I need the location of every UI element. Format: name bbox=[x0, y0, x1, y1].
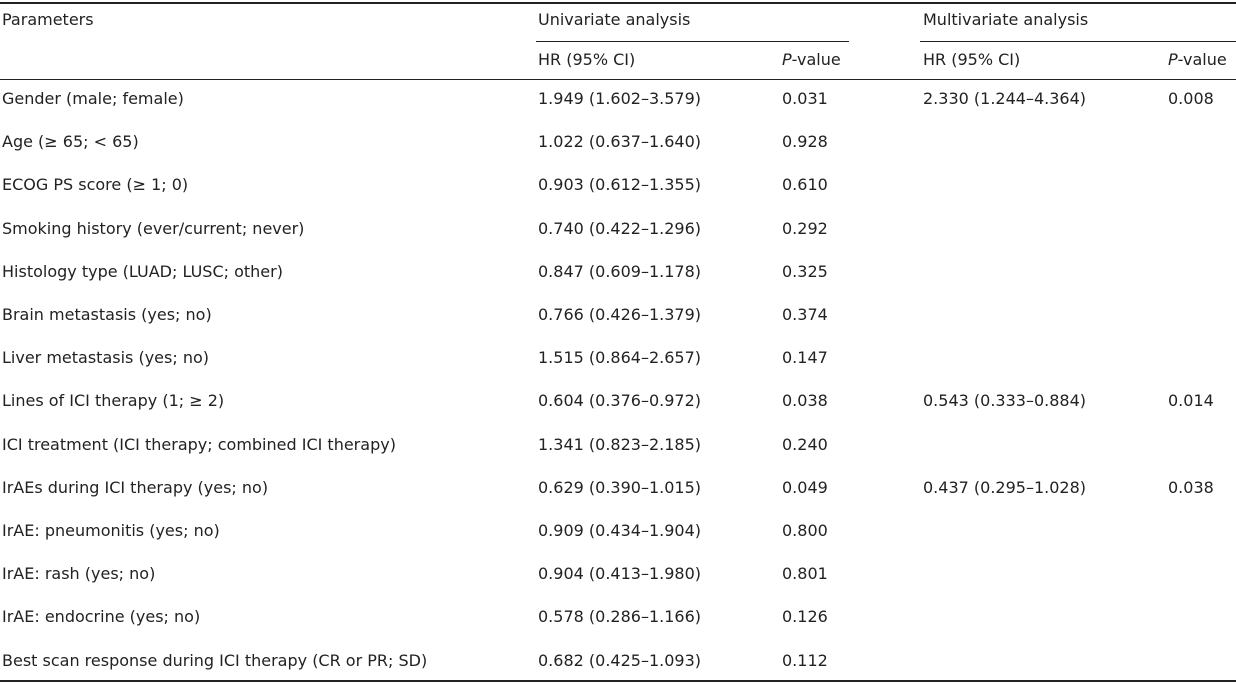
header-uni-hr: HR (95% CI) bbox=[538, 50, 636, 69]
cell-uni-hr: 1.341 (0.823–2.185) bbox=[538, 435, 701, 454]
table-bottom-rule bbox=[0, 680, 1236, 682]
cell-uni-p: 0.325 bbox=[782, 262, 828, 281]
cell-multi-p: 0.038 bbox=[1168, 478, 1214, 497]
cell-parameter: Smoking history (ever/current; never) bbox=[2, 219, 305, 238]
header-multi-p-rest: -value bbox=[1177, 50, 1227, 69]
cell-uni-hr: 0.578 (0.286–1.166) bbox=[538, 607, 701, 626]
cell-multi-hr: 0.437 (0.295–1.028) bbox=[923, 478, 1086, 497]
cell-uni-hr: 1.515 (0.864–2.657) bbox=[538, 348, 701, 367]
cell-parameter: IrAE: pneumonitis (yes; no) bbox=[2, 521, 220, 540]
cell-uni-hr: 1.949 (1.602–3.579) bbox=[538, 89, 701, 108]
header-univariate: Univariate analysis bbox=[538, 10, 691, 29]
cell-multi-hr: 2.330 (1.244–4.364) bbox=[923, 89, 1086, 108]
cell-multi-hr: 0.543 (0.333–0.884) bbox=[923, 391, 1086, 410]
header-multi-hr: HR (95% CI) bbox=[923, 50, 1021, 69]
cell-uni-hr: 0.604 (0.376–0.972) bbox=[538, 391, 701, 410]
cell-parameter: ICI treatment (ICI therapy; combined ICI… bbox=[2, 435, 396, 454]
table-header-rule bbox=[0, 79, 1236, 80]
cell-uni-hr: 0.682 (0.425–1.093) bbox=[538, 651, 701, 670]
cell-uni-hr: 1.022 (0.637–1.640) bbox=[538, 132, 701, 151]
header-uni-p: P-value bbox=[782, 50, 841, 70]
header-parameters: Parameters bbox=[2, 10, 94, 29]
cell-parameter: IrAEs during ICI therapy (yes; no) bbox=[2, 478, 269, 497]
cell-multi-p: 0.014 bbox=[1168, 391, 1214, 410]
cell-uni-hr: 0.903 (0.612–1.355) bbox=[538, 175, 701, 194]
cell-parameter: Best scan response during ICI therapy (C… bbox=[2, 651, 428, 670]
cell-uni-p: 0.801 bbox=[782, 564, 828, 583]
cell-parameter: Gender (male; female) bbox=[2, 89, 184, 108]
header-multi-p-italic: P bbox=[1168, 50, 1178, 69]
cell-uni-hr: 0.766 (0.426–1.379) bbox=[538, 305, 701, 324]
header-uni-p-italic: P bbox=[782, 50, 792, 69]
cell-uni-hr: 0.629 (0.390–1.015) bbox=[538, 478, 701, 497]
cell-uni-p: 0.049 bbox=[782, 478, 828, 497]
cell-uni-p: 0.800 bbox=[782, 521, 828, 540]
cell-uni-hr: 0.909 (0.434–1.904) bbox=[538, 521, 701, 540]
table-top-rule bbox=[0, 2, 1236, 4]
cell-parameter: Lines of ICI therapy (1; ≥ 2) bbox=[2, 391, 225, 410]
cell-multi-p: 0.008 bbox=[1168, 89, 1214, 108]
cell-parameter: Age (≥ 65; < 65) bbox=[2, 132, 139, 151]
header-multi-p: P-value bbox=[1168, 50, 1227, 70]
cell-uni-p: 0.928 bbox=[782, 132, 828, 151]
cell-parameter: ECOG PS score (≥ 1; 0) bbox=[2, 175, 189, 194]
cell-uni-hr: 0.904 (0.413–1.980) bbox=[538, 564, 701, 583]
cell-parameter: Brain metastasis (yes; no) bbox=[2, 305, 212, 324]
cell-uni-p: 0.292 bbox=[782, 219, 828, 238]
cell-uni-p: 0.112 bbox=[782, 651, 828, 670]
multivariate-group-rule bbox=[920, 41, 1236, 42]
cell-parameter: Liver metastasis (yes; no) bbox=[2, 348, 209, 367]
cell-parameter: IrAE: rash (yes; no) bbox=[2, 564, 156, 583]
cell-uni-p: 0.126 bbox=[782, 607, 828, 626]
cell-uni-p: 0.147 bbox=[782, 348, 828, 367]
cell-uni-p: 0.374 bbox=[782, 305, 828, 324]
cell-uni-hr: 0.740 (0.422–1.296) bbox=[538, 219, 701, 238]
univariate-group-rule bbox=[536, 41, 849, 42]
cell-uni-hr: 0.847 (0.609–1.178) bbox=[538, 262, 701, 281]
header-multivariate: Multivariate analysis bbox=[923, 10, 1089, 29]
header-uni-p-rest: -value bbox=[791, 50, 841, 69]
cell-uni-p: 0.610 bbox=[782, 175, 828, 194]
cell-parameter: IrAE: endocrine (yes; no) bbox=[2, 607, 201, 626]
cell-parameter: Histology type (LUAD; LUSC; other) bbox=[2, 262, 283, 281]
cell-uni-p: 0.031 bbox=[782, 89, 828, 108]
cell-uni-p: 0.240 bbox=[782, 435, 828, 454]
cell-uni-p: 0.038 bbox=[782, 391, 828, 410]
